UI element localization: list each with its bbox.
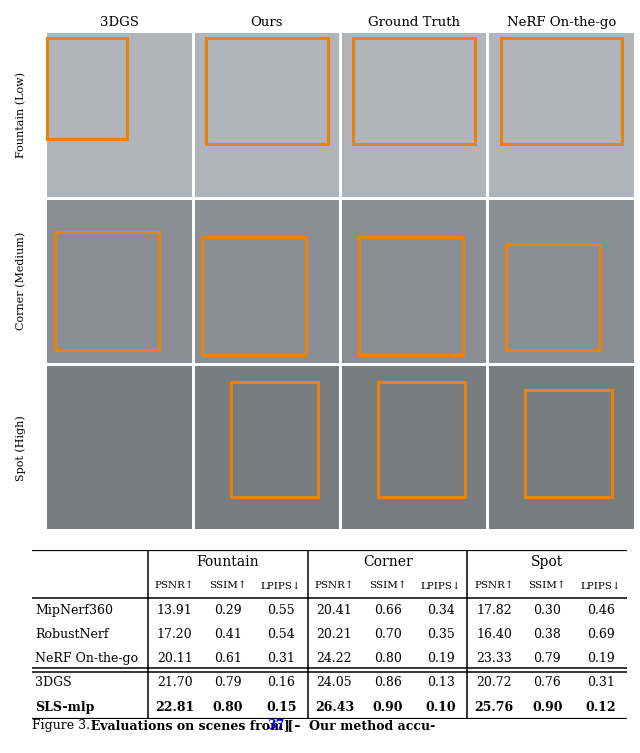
Bar <box>202 237 306 355</box>
Text: LPIPS↓: LPIPS↓ <box>261 581 301 590</box>
Text: SSIM↑: SSIM↑ <box>209 581 247 590</box>
Text: 0.80: 0.80 <box>212 700 243 714</box>
Text: Ground Truth: Ground Truth <box>368 17 460 29</box>
Text: Figure 3.: Figure 3. <box>32 719 90 732</box>
Bar <box>353 38 475 145</box>
Text: 0.35: 0.35 <box>427 628 455 641</box>
Text: 0.66: 0.66 <box>374 604 401 617</box>
Text: LPIPS↓: LPIPS↓ <box>580 581 621 590</box>
Text: Corner (Medium): Corner (Medium) <box>15 232 26 331</box>
Text: NeRF On-the-go: NeRF On-the-go <box>507 17 616 29</box>
Text: 25.76: 25.76 <box>474 700 514 714</box>
Text: Spot (High): Spot (High) <box>15 415 26 480</box>
Text: 20.41: 20.41 <box>317 604 352 617</box>
Text: 3DGS: 3DGS <box>100 17 139 29</box>
Text: Fountain: Fountain <box>196 555 259 569</box>
Text: 0.29: 0.29 <box>214 604 242 617</box>
Text: 37: 37 <box>268 719 285 732</box>
Text: 0.12: 0.12 <box>585 700 616 714</box>
Text: NeRF On-the-go: NeRF On-the-go <box>35 652 138 665</box>
Text: 0.90: 0.90 <box>532 700 563 714</box>
Text: 17.82: 17.82 <box>476 604 512 617</box>
Text: Fountain (Low): Fountain (Low) <box>15 72 26 158</box>
Text: 0.10: 0.10 <box>426 700 456 714</box>
Text: 0.80: 0.80 <box>374 652 401 665</box>
Text: 0.79: 0.79 <box>214 676 242 689</box>
Text: 0.41: 0.41 <box>214 628 242 641</box>
Text: 0.61: 0.61 <box>214 652 242 665</box>
Text: 0.54: 0.54 <box>268 628 295 641</box>
Text: 0.15: 0.15 <box>266 700 296 714</box>
Text: SLS-mlp: SLS-mlp <box>35 700 94 714</box>
Text: 0.86: 0.86 <box>374 676 401 689</box>
Text: 17.20: 17.20 <box>157 628 193 641</box>
Text: 20.11: 20.11 <box>157 652 193 665</box>
Text: 0.38: 0.38 <box>533 628 561 641</box>
Text: 0.34: 0.34 <box>427 604 455 617</box>
Text: 0.30: 0.30 <box>533 604 561 617</box>
Text: SSIM↑: SSIM↑ <box>369 581 406 590</box>
Text: 21.70: 21.70 <box>157 676 193 689</box>
Bar <box>47 38 127 139</box>
Bar <box>206 38 328 145</box>
Bar <box>378 383 465 497</box>
Text: 0.19: 0.19 <box>587 652 614 665</box>
Text: PSNR↑: PSNR↑ <box>155 581 195 590</box>
Bar <box>231 383 317 497</box>
Text: 22.81: 22.81 <box>155 700 195 714</box>
Text: 0.55: 0.55 <box>268 604 295 617</box>
Text: 0.79: 0.79 <box>534 652 561 665</box>
Text: 3DGS: 3DGS <box>35 676 72 689</box>
Text: 0.69: 0.69 <box>587 628 614 641</box>
Text: ] –  Our method accu-: ] – Our method accu- <box>284 719 435 732</box>
Text: 0.13: 0.13 <box>427 676 455 689</box>
Text: Ours: Ours <box>251 17 283 29</box>
Text: 23.33: 23.33 <box>476 652 512 665</box>
Text: SSIM↑: SSIM↑ <box>529 581 566 590</box>
Text: 0.70: 0.70 <box>374 628 401 641</box>
Text: 20.72: 20.72 <box>476 676 512 689</box>
Text: Evaluations on scenes from [: Evaluations on scenes from [ <box>82 719 293 732</box>
Text: 26.43: 26.43 <box>315 700 354 714</box>
Text: PSNR↑: PSNR↑ <box>315 581 354 590</box>
Text: 0.19: 0.19 <box>427 652 455 665</box>
Bar <box>359 237 463 355</box>
Text: Spot: Spot <box>531 555 563 569</box>
Text: MipNerf360: MipNerf360 <box>35 604 113 617</box>
Text: 0.46: 0.46 <box>587 604 614 617</box>
Text: PSNR↑: PSNR↑ <box>474 581 514 590</box>
Text: 0.90: 0.90 <box>372 700 403 714</box>
Text: 24.22: 24.22 <box>317 652 352 665</box>
Text: LPIPS↓: LPIPS↓ <box>420 581 461 590</box>
Text: 24.05: 24.05 <box>317 676 352 689</box>
Text: 20.21: 20.21 <box>317 628 352 641</box>
Bar <box>500 38 622 145</box>
Text: 0.16: 0.16 <box>268 676 295 689</box>
Bar <box>54 232 159 350</box>
Text: 0.31: 0.31 <box>268 652 295 665</box>
Bar <box>525 391 612 497</box>
Text: 0.76: 0.76 <box>534 676 561 689</box>
Text: RobustNerf: RobustNerf <box>35 628 108 641</box>
Text: 0.31: 0.31 <box>587 676 614 689</box>
Text: 16.40: 16.40 <box>476 628 512 641</box>
Text: Corner: Corner <box>363 555 413 569</box>
Bar <box>506 244 600 350</box>
Text: 13.91: 13.91 <box>157 604 193 617</box>
